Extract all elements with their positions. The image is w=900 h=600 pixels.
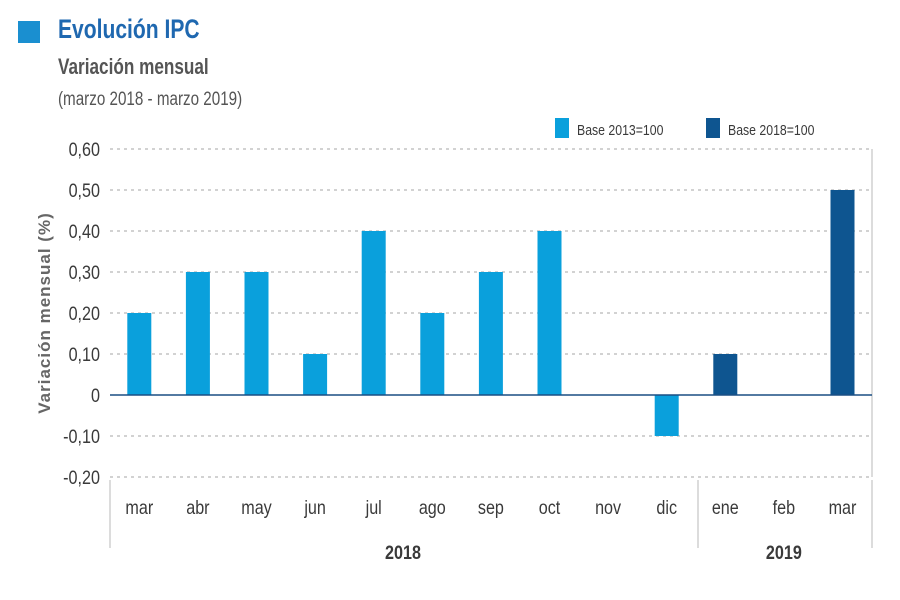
title-marker-square bbox=[18, 21, 40, 43]
chart-period: (marzo 2018 - marzo 2019) bbox=[58, 89, 243, 110]
legend-swatch bbox=[706, 118, 720, 138]
legend-label: Base 2018=100 bbox=[728, 122, 815, 138]
bar-jun-base2013 bbox=[303, 354, 328, 395]
bar-sep-base2013 bbox=[478, 272, 503, 395]
chart-title: Evolución IPC bbox=[58, 14, 200, 44]
bar-jul-base2013 bbox=[361, 231, 386, 395]
x-category-label: mar bbox=[829, 497, 857, 519]
y-tick-label: 0 bbox=[91, 385, 100, 407]
legend-label: Base 2013=100 bbox=[577, 122, 664, 138]
chart-panel: Evolución IPC Variación mensual (marzo 2… bbox=[18, 14, 873, 564]
ipc-bar-chart: 0,60 0,50 0,40 0,30 0,20 0,10 0 -0,10 -0,20 Varia… bbox=[35, 118, 873, 564]
x-category-label: abr bbox=[186, 497, 209, 519]
y-tick-label: -0,10 bbox=[63, 426, 100, 448]
y-tick-label: 0,60 bbox=[69, 139, 101, 161]
bar-dic-base2013 bbox=[654, 395, 679, 436]
x-category-label: mar bbox=[125, 497, 153, 519]
chart-subtitle: Variación mensual bbox=[58, 54, 209, 79]
bar-may-base2013 bbox=[244, 272, 269, 395]
axes: 0,60 0,50 0,40 0,30 0,20 0,10 0 -0,10 -0,20 Varia… bbox=[35, 139, 873, 564]
legend: Base 2013=100 Base 2018=100 bbox=[555, 118, 815, 138]
x-category-label: jun bbox=[303, 497, 325, 519]
x-category-label: may bbox=[241, 497, 272, 519]
bars bbox=[127, 190, 855, 436]
year-group-label: 2019 bbox=[766, 542, 802, 564]
x-category-label: ago bbox=[419, 497, 446, 519]
y-tick-label: 0,40 bbox=[69, 221, 101, 243]
x-category-label: ene bbox=[712, 497, 739, 519]
legend-swatch bbox=[555, 118, 569, 138]
x-category-label: jul bbox=[365, 497, 382, 519]
x-category-label: feb bbox=[773, 497, 796, 519]
bar-abr-base2013 bbox=[185, 272, 210, 395]
x-category-label: nov bbox=[595, 497, 621, 519]
x-category-label: dic bbox=[656, 497, 677, 519]
y-axis-label: Variación mensual (%) bbox=[35, 212, 54, 413]
bar-mar-base2018 bbox=[830, 190, 855, 395]
bar-ene-base2018 bbox=[713, 354, 738, 395]
y-tick-label: 0,50 bbox=[69, 180, 101, 202]
x-category-label: sep bbox=[478, 497, 504, 519]
y-tick-label: 0,30 bbox=[69, 262, 101, 284]
y-tick-label: 0,20 bbox=[69, 303, 101, 325]
y-tick-label: 0,10 bbox=[69, 344, 101, 366]
year-group-label: 2018 bbox=[385, 542, 421, 564]
x-category-label: oct bbox=[539, 497, 561, 519]
bar-oct-base2013 bbox=[537, 231, 562, 395]
bar-mar-base2013 bbox=[127, 313, 152, 395]
bar-ago-base2013 bbox=[420, 313, 445, 395]
y-tick-label: -0,20 bbox=[63, 467, 100, 489]
